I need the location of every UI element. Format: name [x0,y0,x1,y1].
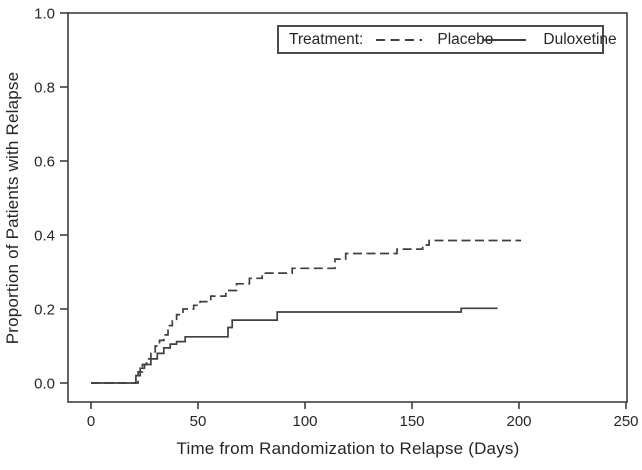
x-tick-label: 200 [506,413,531,430]
legend-title: Treatment: [289,30,364,48]
legend-label-placebo: Placebo [437,30,494,48]
x-tick-label: 50 [190,413,207,430]
y-tick-label: 1.0 [34,6,55,23]
y-tick-label: 0.4 [34,228,55,245]
x-axis-title: Time from Randomization to Relapse (Days… [176,439,520,458]
x-tick-label: 100 [292,413,317,430]
y-tick-label: 0.2 [34,302,55,319]
duloxetine-curve [91,307,498,384]
plot-frame [67,12,628,403]
x-tick-label: 150 [399,413,424,430]
placebo-dashed-line-sample [376,38,423,41]
x-tick-label: 250 [613,413,638,430]
x-tick-label: 0 [87,413,95,430]
y-tick-label: 0.8 [34,80,55,97]
y-tick-label: 0.6 [34,154,55,171]
duloxetine-solid-line-sample [482,38,527,41]
placebo-curve [91,239,522,384]
y-axis-title: Proportion of Patients with Relapse [3,71,22,345]
legend: Treatment: Placebo Duloxetine [277,25,617,54]
legend-label-duloxetine: Duloxetine [543,30,617,48]
y-tick-label: 0.0 [34,376,55,393]
